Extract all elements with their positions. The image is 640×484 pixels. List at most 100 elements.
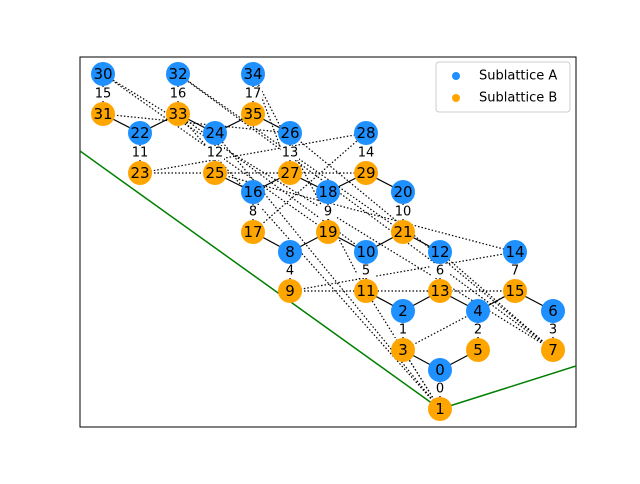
node-label-35: 35: [243, 105, 262, 123]
cell-label-16: 16: [170, 87, 187, 102]
cell-label-bg-5: [357, 264, 375, 278]
cell-label-bg-8: [244, 205, 262, 219]
node-label-12: 12: [430, 243, 449, 261]
node-16-sublattice-a: [241, 180, 265, 204]
node-label-24: 24: [205, 124, 224, 142]
node-label-28: 28: [356, 124, 375, 142]
node-27-sublattice-b: [278, 161, 302, 185]
node-26-sublattice-a: [278, 121, 302, 145]
cell-label-2: 2: [474, 323, 482, 338]
cell-label-12: 12: [207, 146, 224, 161]
node-8-sublattice-a: [278, 240, 302, 264]
legend-marker-sublattice-a: [452, 72, 460, 80]
dotted-bond-17-28: [252, 132, 367, 233]
node-14-sublattice-a: [503, 240, 527, 264]
node-31-sublattice-b: [91, 102, 115, 126]
node-layer: 0123456789101112131415161718192021222324…: [91, 62, 565, 421]
cell-label-bg-9: [319, 205, 337, 219]
node-4-sublattice-a: [466, 299, 490, 323]
node-34-sublattice-a: [241, 62, 265, 86]
node-label-21: 21: [393, 223, 412, 241]
node-17-sublattice-b: [241, 220, 265, 244]
node-label-32: 32: [168, 65, 187, 83]
node-label-26: 26: [280, 124, 299, 142]
node-label-29: 29: [356, 164, 375, 182]
node-19-sublattice-b: [316, 220, 340, 244]
node-label-0: 0: [435, 361, 445, 379]
node-label-1: 1: [435, 400, 445, 418]
cell-label-bg-12: [206, 146, 224, 160]
cell-label-4: 4: [286, 264, 294, 279]
node-22-sublattice-a: [128, 121, 152, 145]
cell-label-11: 11: [132, 146, 149, 161]
node-15-sublattice-b: [503, 279, 527, 303]
node-21-sublattice-b: [391, 220, 415, 244]
dotted-bond-1-11: [365, 290, 441, 410]
node-10-sublattice-a: [354, 240, 378, 264]
dotted-bond-25-14: [214, 172, 516, 253]
cell-label-bg-3: [544, 323, 562, 337]
node-label-17: 17: [243, 223, 262, 241]
node-20-sublattice-a: [391, 180, 415, 204]
cell-label-bg-7: [506, 264, 524, 278]
dotted-bond-7-26: [289, 132, 554, 351]
node-7-sublattice-b: [541, 338, 565, 362]
cell-label-bg-15: [94, 87, 112, 101]
right-boundary: [439, 365, 576, 410]
node-label-10: 10: [356, 243, 375, 261]
node-1-sublattice-b: [428, 397, 452, 421]
cell-label-bg-11: [131, 146, 149, 160]
cell-label-13: 13: [282, 146, 299, 161]
node-label-34: 34: [243, 65, 262, 83]
node-25-sublattice-b: [203, 161, 227, 185]
node-label-11: 11: [356, 282, 375, 300]
cell-label-8: 8: [249, 205, 257, 220]
cell-label-bg-17: [244, 87, 262, 101]
cell-label-bg-1: [394, 323, 412, 337]
node-23-sublattice-b: [128, 161, 152, 185]
dotted-bond-9-14: [289, 251, 516, 292]
legend-label-sublattice-a: Sublattice A: [479, 69, 557, 84]
node-33-sublattice-b: [166, 102, 190, 126]
cell-label-14: 14: [358, 146, 375, 161]
node-label-31: 31: [93, 105, 112, 123]
node-30-sublattice-a: [91, 62, 115, 86]
node-5-sublattice-b: [466, 338, 490, 362]
node-label-7: 7: [548, 341, 558, 359]
node-label-22: 22: [130, 124, 149, 142]
node-12-sublattice-a: [428, 240, 452, 264]
cell-label-bg-2: [469, 323, 487, 337]
node-label-14: 14: [505, 243, 524, 261]
node-label-33: 33: [168, 105, 187, 123]
node-label-4: 4: [473, 302, 483, 320]
cell-label-bg-10: [394, 205, 412, 219]
node-11-sublattice-b: [354, 279, 378, 303]
cell-label-bg-13: [281, 146, 299, 160]
node-label-13: 13: [430, 282, 449, 300]
node-9-sublattice-b: [278, 279, 302, 303]
cell-label-bg-16: [169, 87, 187, 101]
node-label-8: 8: [285, 243, 295, 261]
node-0-sublattice-a: [428, 358, 452, 382]
node-3-sublattice-b: [391, 338, 415, 362]
node-35-sublattice-b: [241, 102, 265, 126]
node-label-25: 25: [205, 164, 224, 182]
cell-label-15: 15: [95, 87, 112, 102]
cell-label-bg-14: [357, 146, 375, 160]
cell-label-5: 5: [362, 264, 370, 279]
node-13-sublattice-b: [428, 279, 452, 303]
left-boundary: [80, 150, 441, 410]
boundary-layer: [80, 150, 576, 410]
node-label-5: 5: [473, 341, 483, 359]
node-label-30: 30: [93, 65, 112, 83]
cell-label-7: 7: [511, 264, 519, 279]
cell-label-6: 6: [436, 264, 444, 279]
node-label-20: 20: [393, 183, 412, 201]
cell-label-10: 10: [395, 205, 412, 220]
node-label-9: 9: [285, 282, 295, 300]
cell-label-9: 9: [324, 205, 332, 220]
node-29-sublattice-b: [354, 161, 378, 185]
node-label-27: 27: [280, 164, 299, 182]
